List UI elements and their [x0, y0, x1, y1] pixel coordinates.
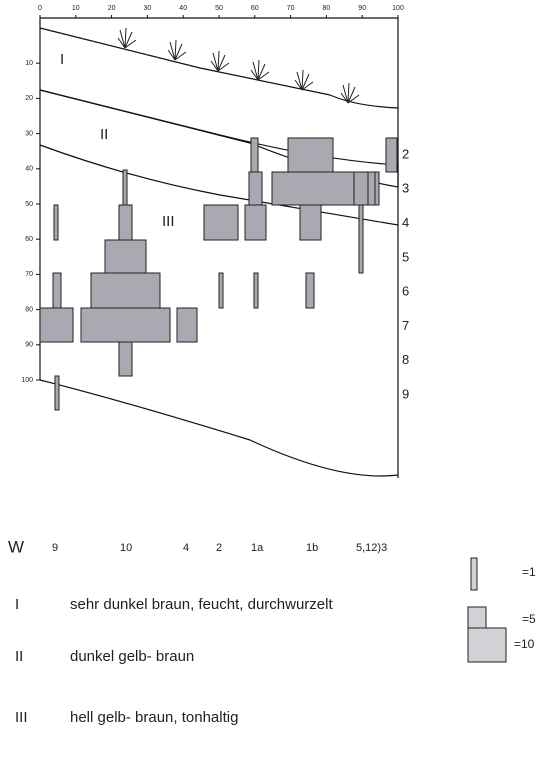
top-tick-label: 40 — [179, 5, 187, 12]
left-tick-label: 100 — [21, 377, 33, 384]
left-tick-label: 70 — [25, 271, 33, 278]
left-tick-label: 30 — [25, 130, 33, 137]
horizon-number: 7 — [402, 318, 409, 333]
horizon-label: I — [60, 51, 64, 68]
left-tick-label: 40 — [25, 166, 33, 173]
legend-box — [470, 557, 478, 591]
sample-label: 9 — [52, 542, 58, 554]
left-tick-label: 50 — [25, 201, 33, 208]
description-numeral: II — [15, 648, 23, 665]
legend-label: =10 — [514, 637, 535, 651]
description-text: hell gelb- braun, tonhaltig — [70, 709, 238, 726]
horizon-number: 4 — [402, 215, 409, 230]
top-tick-label: 30 — [144, 5, 152, 12]
horizon-number: 8 — [402, 352, 409, 367]
top-tick-label: 80 — [323, 5, 331, 12]
sample-label: 2 — [216, 542, 222, 554]
top-tick-label: 90 — [358, 5, 366, 12]
surface-line — [39, 27, 399, 109]
sample-label: 10 — [120, 542, 132, 554]
left-tick-label: 80 — [25, 306, 33, 313]
top-tick-label: 20 — [108, 5, 116, 12]
samples: 9 10 4 2 1a 1b 5,12)3 — [52, 542, 387, 554]
sample-label: 5,12)3 — [356, 542, 387, 554]
description-numeral: I — [15, 596, 19, 613]
abundance-boxes — [39, 137, 398, 411]
grass-icons — [117, 27, 360, 104]
top-tick-label: 60 — [251, 5, 259, 12]
sample-label: 1a — [251, 542, 264, 554]
top-tick-label: 10 — [72, 5, 80, 12]
left-tick-label: 90 — [25, 342, 33, 349]
horizon-number: 6 — [402, 284, 409, 299]
boundary-iii — [39, 144, 399, 226]
top-tick-label: 0 — [38, 5, 42, 12]
description-text: sehr dunkel braun, feucht, durchwurzelt — [70, 596, 333, 613]
left-tick-label: 10 — [25, 60, 33, 67]
top-tick-label: 70 — [287, 5, 295, 12]
bottom-line — [39, 379, 399, 477]
left-tick-label: 20 — [25, 95, 33, 102]
description-text: dunkel gelb- braun — [70, 648, 194, 665]
horizon-number: 3 — [402, 181, 409, 196]
row-label: W — [8, 537, 24, 556]
sample-label: 4 — [183, 542, 189, 554]
horizon-label: II — [100, 126, 108, 143]
top-tick-label: 100 — [392, 5, 404, 12]
legend-label: =5 — [522, 612, 536, 626]
description-numeral: III — [15, 709, 28, 726]
sample-label: 1b — [306, 542, 318, 554]
horizon-label: III — [162, 213, 175, 230]
horizon-number: 2 — [402, 146, 409, 161]
horizon-number: 5 — [402, 249, 409, 264]
top-tick-label: 50 — [215, 5, 223, 12]
legend-label: =1 — [522, 565, 536, 579]
horizon-number: 9 — [402, 387, 409, 402]
left-tick-label: 60 — [25, 236, 33, 243]
legend-box — [467, 627, 507, 663]
